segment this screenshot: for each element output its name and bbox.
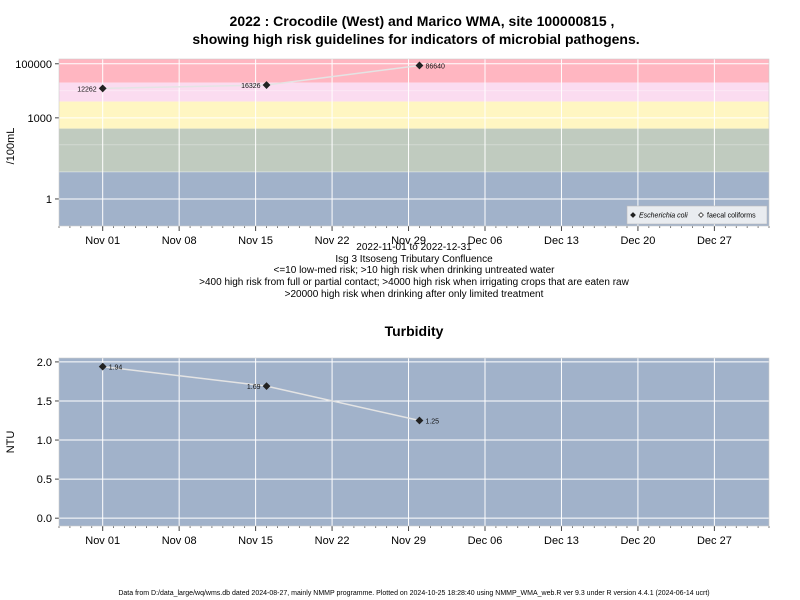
microbial-y-tick-label: 1000 (28, 113, 52, 125)
turbidity-title: Turbidity (385, 323, 444, 339)
site-name-text: Isg 3 Itsoseng Tributary Confluence (335, 254, 493, 265)
turbidity-x-tick-label: Nov 08 (162, 535, 197, 547)
turbidity-y-tick-label: 2.0 (37, 357, 52, 369)
turbidity-plot-frame (58, 357, 770, 527)
guideline-text-1: <=10 low-med risk; >10 high risk when dr… (274, 265, 556, 276)
turbidity-y-tick-label: 0.0 (37, 513, 52, 525)
microbial-risk-band-3 (59, 128, 769, 172)
turbidity-x-tick-label: Nov 22 (315, 535, 350, 547)
microbial-data-label: 86640 (425, 63, 445, 70)
turbidity-y-tick-label: 1.0 (37, 435, 52, 447)
footer-note: Data from D:/data_large/wq/wms.db dated … (118, 590, 709, 597)
guideline-text-3: >20000 high risk when drinking after onl… (285, 289, 544, 300)
microbial-plot-frame (58, 58, 770, 227)
microbial-y-tick-label: 1 (46, 194, 52, 206)
microbial-x-tick-label: Nov 15 (238, 235, 273, 247)
microbial-data-point (415, 61, 424, 70)
turbidity-y-tick-label: 0.5 (37, 474, 52, 486)
microbial-plot: 1 1000 100000 Nov 01 Nov 08 Nov 15 Nov 22 Nov 2… (15, 58, 770, 247)
turbidity-x-tick-label: Nov 15 (238, 535, 273, 547)
turbidity-data-point (98, 362, 107, 371)
microbial-y-axis-label: /100mL (5, 128, 17, 165)
date-range-text: 2022-11-01 to 2022-12-31 (356, 242, 472, 253)
microbial-x-tick-label: Dec 13 (544, 235, 579, 247)
microbial-legend-box (626, 205, 768, 225)
microbial-data-label: 12262 (77, 86, 97, 93)
microbial-data-point (262, 81, 271, 89)
guideline-text-2: >400 high risk from full or partial cont… (199, 277, 629, 288)
microbial-data-point (98, 84, 107, 93)
turbidity-x-tick-label: Nov 01 (85, 535, 120, 547)
turbidity-x-tick-label: Dec 06 (468, 535, 503, 547)
microbial-risk-band-2 (59, 101, 769, 129)
microbial-risk-band-0 (59, 59, 769, 83)
microbial-x-tick-label: Dec 06 (468, 235, 503, 247)
turbidity-x-tick-label: Dec 13 (544, 535, 579, 547)
microbial-x-tick-label: Dec 20 (620, 235, 655, 247)
chart-title-line1: 2022 : Crocodile (West) and Marico WMA, … (230, 13, 615, 29)
microbial-data-label: 16326 (241, 83, 261, 90)
turbidity-data-point (262, 382, 271, 391)
microbial-x-tick-label: Nov 29 (391, 235, 426, 247)
turbidity-data-label: 1.94 (109, 365, 123, 372)
microbial-x-tick-label: Nov 08 (162, 235, 197, 247)
turbidity-y-tick-label: 1.5 (37, 396, 52, 408)
turbidity-data-point (415, 416, 424, 425)
microbial-risk-band-1 (59, 82, 769, 102)
turbidity-data-label: 1.69 (247, 384, 261, 391)
turbidity-x-tick-label: Nov 29 (391, 535, 426, 547)
turbidity-y-axis-label: NTU (5, 431, 17, 454)
turbidity-x-tick-label: Dec 20 (620, 535, 655, 547)
microbial-legend-marker (698, 212, 704, 218)
microbial-x-tick-label: Nov 01 (85, 235, 120, 247)
turbidity-plot-background (59, 358, 769, 526)
microbial-legend-label: faecal coliforms (707, 213, 756, 220)
microbial-legend-marker (630, 212, 636, 218)
microbial-x-tick-label: Nov 22 (315, 235, 350, 247)
turbidity-plot: 0.0 0.5 1.0 1.5 2.0 Nov 01 Nov 08 Nov 15 Nov 22 N… (37, 357, 770, 547)
chart-title-line2: showing high risk guidelines for indicat… (192, 31, 639, 47)
microbial-legend-label: Escherichia coli (639, 213, 688, 220)
turbidity-data-label: 1.25 (425, 419, 439, 426)
microbial-y-tick-label: 100000 (15, 59, 52, 71)
turbidity-x-tick-label: Dec 27 (697, 535, 732, 547)
microbial-x-tick-label: Dec 27 (697, 235, 732, 247)
